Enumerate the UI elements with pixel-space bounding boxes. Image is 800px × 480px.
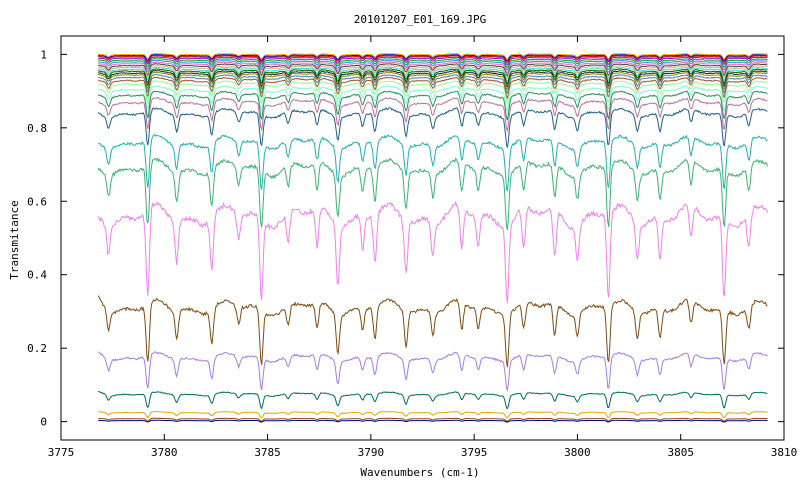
x-axis-label: Wavenumbers (cm-1) [360, 466, 479, 479]
series-line [98, 96, 768, 133]
series-layer [97, 53, 768, 423]
plot-frame [60, 35, 785, 441]
series-line [98, 73, 768, 95]
y-axis: 0 0.2 0.4 0.6 0.8 1 [27, 48, 784, 429]
y-tick-label: 0.4 [27, 269, 47, 282]
series-line [97, 58, 768, 69]
y-tick-label: 0.6 [27, 195, 47, 208]
series-line [98, 85, 768, 113]
x-tick-label: 3780 [151, 446, 178, 459]
x-tick-label: 3795 [461, 446, 488, 459]
series-line [97, 66, 768, 82]
y-tick-label: 1 [40, 48, 47, 61]
x-tick-label: 3805 [667, 446, 694, 459]
series-line [97, 106, 768, 148]
series-line [97, 295, 768, 368]
series-line [98, 54, 768, 62]
x-tick-label: 3800 [564, 446, 591, 459]
chart-title: 20101207_E01_169.JPG [354, 13, 486, 26]
y-tick-label: 0.2 [27, 342, 47, 355]
y-tick-label: 0 [40, 416, 47, 429]
x-tick-label: 3775 [48, 446, 75, 459]
series-line [98, 53, 768, 60]
series-line [97, 69, 768, 88]
series-line [98, 55, 768, 63]
y-axis-label: Transmitance [8, 200, 21, 279]
series-line [98, 417, 768, 422]
series-line [98, 134, 768, 192]
series-line [97, 200, 768, 304]
series-line [98, 59, 768, 71]
x-axis: 3775 3780 3785 3790 3795 3800 3805 3810 [48, 36, 798, 459]
series-line [97, 157, 768, 231]
series-line [97, 76, 768, 100]
series-line [98, 411, 768, 419]
series-line [98, 63, 768, 77]
x-tick-label: 3785 [254, 446, 281, 459]
y-tick-label: 0.8 [27, 122, 47, 135]
series-line [98, 61, 768, 74]
x-tick-label: 3810 [771, 446, 798, 459]
series-line [98, 68, 768, 85]
x-tick-label: 3790 [358, 446, 385, 459]
series-line [98, 419, 768, 423]
series-line [98, 56, 768, 66]
series-line [97, 90, 768, 121]
series-line [97, 64, 768, 80]
series-line [97, 80, 768, 105]
series-line [97, 71, 768, 91]
series-line [98, 391, 768, 410]
series-line [97, 351, 768, 393]
